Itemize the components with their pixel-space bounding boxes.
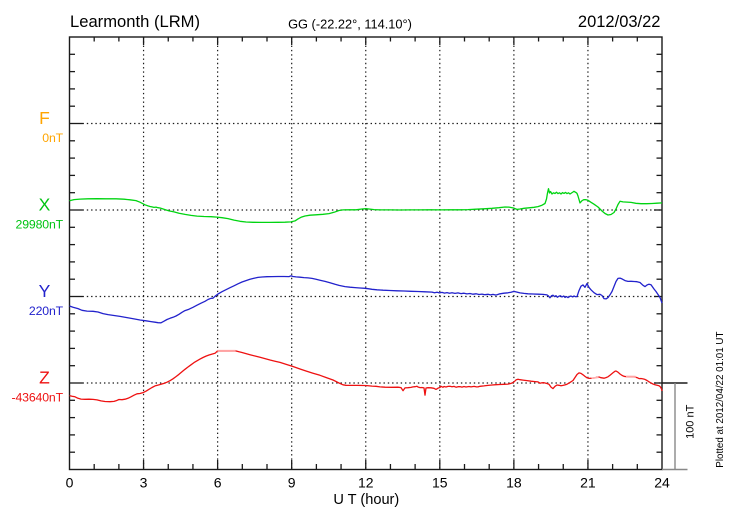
svg-text:15: 15 bbox=[432, 474, 448, 490]
svg-text:GG (-22.22°, 114.10°): GG (-22.22°, 114.10°) bbox=[288, 16, 412, 31]
svg-text:Y: Y bbox=[39, 281, 51, 301]
svg-text:Learmonth (LRM): Learmonth (LRM) bbox=[70, 12, 200, 31]
svg-text:U T (hour): U T (hour) bbox=[333, 492, 399, 508]
svg-text:0: 0 bbox=[66, 474, 74, 490]
svg-text:220nT: 220nT bbox=[29, 304, 64, 318]
svg-text:100 nT: 100 nT bbox=[684, 404, 696, 439]
svg-text:3: 3 bbox=[140, 474, 148, 490]
svg-text:24: 24 bbox=[654, 474, 670, 490]
svg-text:9: 9 bbox=[288, 474, 296, 490]
svg-text:Z: Z bbox=[39, 367, 50, 387]
svg-text:0nT: 0nT bbox=[42, 131, 63, 145]
svg-text:-43640nT: -43640nT bbox=[12, 391, 64, 405]
svg-text:18: 18 bbox=[506, 474, 522, 490]
svg-text:Plotted at 2012/04/22 01:01 UT: Plotted at 2012/04/22 01:01 UT bbox=[715, 332, 726, 468]
svg-text:X: X bbox=[39, 194, 51, 214]
svg-text:2012/03/22: 2012/03/22 bbox=[578, 13, 661, 31]
svg-text:21: 21 bbox=[580, 474, 596, 490]
svg-text:29980nT: 29980nT bbox=[16, 218, 64, 232]
svg-text:6: 6 bbox=[214, 474, 222, 490]
svg-text:12: 12 bbox=[358, 474, 374, 490]
svg-text:F: F bbox=[39, 108, 50, 128]
